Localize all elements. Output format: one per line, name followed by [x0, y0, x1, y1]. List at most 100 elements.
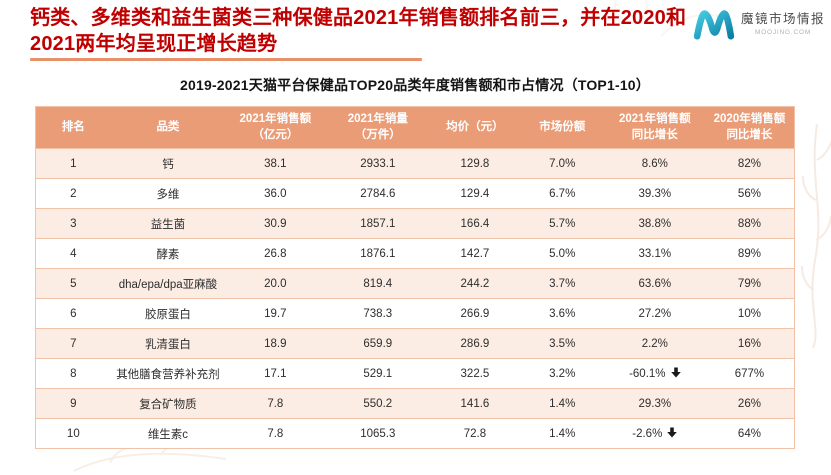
sales-ranking-table: 排名 品类 2021年销售额 （亿元） 2021年销量 （万件） 均价（元） 市…: [35, 106, 795, 450]
down-arrow-icon: [667, 427, 678, 441]
cell-avg-price: 129.8: [430, 148, 520, 179]
cell-category: 钙: [110, 148, 226, 179]
cell-rank: 5: [35, 268, 111, 299]
col-header-sales-2021: 2021年销售额 （亿元）: [225, 106, 326, 149]
cell-volume-2021: 550.2: [325, 388, 431, 419]
cell-volume-2021: 738.3: [325, 298, 431, 329]
cell-sales-2021: 20.0: [225, 268, 326, 299]
cell-sales-2021: 19.7: [225, 298, 326, 329]
cell-volume-2021: 1876.1: [325, 238, 431, 269]
cell-avg-price: 142.7: [430, 238, 520, 269]
cell-yoy-2020: 88%: [704, 208, 795, 239]
cell-category: 益生菌: [110, 208, 226, 239]
page-title: 钙类、多维类和益生菌类三种保健品2021年销售额排名前三，并在2020和2021…: [30, 7, 687, 55]
cell-market-share: 6.7%: [519, 178, 605, 209]
table-row: 10 维生素c 7.8 1065.3 72.8 1.4% -2.6% 64%: [35, 418, 795, 449]
cell-yoy-2021: 38.8%: [604, 208, 705, 239]
cell-sales-2021: 7.8: [225, 388, 326, 419]
cell-market-share: 1.4%: [519, 388, 605, 419]
table-row: 2 多维 36.0 2784.6 129.4 6.7% 39.3% 56%: [35, 178, 795, 209]
cell-yoy-2021: 39.3%: [604, 178, 705, 209]
cell-yoy-2020: 10%: [704, 298, 795, 329]
cell-avg-price: 141.6: [430, 388, 520, 419]
cell-market-share: 3.5%: [519, 328, 605, 359]
cell-category: dha/epa/dpa亚麻酸: [110, 268, 226, 299]
cell-yoy-2020: 26%: [704, 388, 795, 419]
table-row: 6 胶原蛋白 19.7 738.3 266.9 3.6% 27.2% 10%: [35, 298, 795, 329]
cell-yoy-2020: 677%: [704, 358, 795, 389]
cell-market-share: 7.0%: [519, 148, 605, 179]
cell-sales-2021: 7.8: [225, 418, 326, 449]
cell-category: 乳清蛋白: [110, 328, 226, 359]
cell-sales-2021: 36.0: [225, 178, 326, 209]
cell-yoy-2021: -2.6%: [604, 418, 705, 449]
cell-avg-price: 244.2: [430, 268, 520, 299]
cell-rank: 1: [35, 148, 111, 179]
cell-sales-2021: 18.9: [225, 328, 326, 359]
cell-avg-price: 129.4: [430, 178, 520, 209]
cell-rank: 4: [35, 238, 111, 269]
cell-avg-price: 166.4: [430, 208, 520, 239]
col-header-category: 品类: [110, 106, 226, 149]
cell-rank: 7: [35, 328, 111, 359]
cell-yoy-2021: 63.6%: [604, 268, 705, 299]
cell-yoy-2021: 33.1%: [604, 238, 705, 269]
col-header-avg-price: 均价（元）: [430, 106, 520, 149]
col-header-volume-2021: 2021年销量 （万件）: [325, 106, 431, 149]
cell-category: 酵素: [110, 238, 226, 269]
cell-rank: 10: [35, 418, 111, 449]
cell-category: 胶原蛋白: [110, 298, 226, 329]
table-title: 2019-2021天猫平台保健品TOP20品类年度销售额和市占情况（TOP1-1…: [180, 77, 650, 93]
cell-volume-2021: 1857.1: [325, 208, 431, 239]
cell-yoy-2021: 2.2%: [604, 328, 705, 359]
cell-avg-price: 286.9: [430, 328, 520, 359]
cell-volume-2021: 529.1: [325, 358, 431, 389]
table-row: 7 乳清蛋白 18.9 659.9 286.9 3.5% 2.2% 16%: [35, 328, 795, 359]
cell-market-share: 3.2%: [519, 358, 605, 389]
cell-category: 其他膳食营养补充剂: [110, 358, 226, 389]
cell-volume-2021: 2784.6: [325, 178, 431, 209]
cell-yoy-2020: 56%: [704, 178, 795, 209]
col-header-rank: 排名: [35, 106, 111, 149]
cell-yoy-2021: -60.1%: [604, 358, 705, 389]
cell-rank: 3: [35, 208, 111, 239]
decorative-floral-pattern: [795, 120, 831, 350]
brand-domain: MOOJING.COM: [754, 28, 812, 36]
table-row: 5 dha/epa/dpa亚麻酸 20.0 819.4 244.2 3.7% 6…: [35, 268, 795, 299]
yoy-value: -2.6%: [632, 427, 663, 440]
cell-yoy-2020: 89%: [704, 238, 795, 269]
cell-category: 维生素c: [110, 418, 226, 449]
cell-volume-2021: 2933.1: [325, 148, 431, 179]
table-row: 8 其他膳食营养补充剂 17.1 529.1 322.5 3.2% -60.1%…: [35, 358, 795, 389]
table-header-row: 排名 品类 2021年销售额 （亿元） 2021年销量 （万件） 均价（元） 市…: [35, 106, 795, 149]
title-underline: [30, 58, 422, 61]
cell-volume-2021: 819.4: [325, 268, 431, 299]
table-row: 4 酵素 26.8 1876.1 142.7 5.0% 33.1% 89%: [35, 238, 795, 269]
cell-avg-price: 322.5: [430, 358, 520, 389]
cell-category: 复合矿物质: [110, 388, 226, 419]
cell-volume-2021: 1065.3: [325, 418, 431, 449]
cell-market-share: 3.7%: [519, 268, 605, 299]
cell-market-share: 3.6%: [519, 298, 605, 329]
table-row: 1 钙 38.1 2933.1 129.8 7.0% 8.6% 82%: [35, 148, 795, 179]
brand-name: 魔镜市场情报: [740, 12, 825, 27]
col-header-yoy-2021: 2021年销售额 同比增长: [604, 106, 705, 149]
brand-text: 魔镜市场情报 MOOJING.COM: [740, 12, 825, 36]
cell-avg-price: 72.8: [430, 418, 520, 449]
cell-rank: 2: [35, 178, 111, 209]
cell-yoy-2020: 64%: [704, 418, 795, 449]
cell-yoy-2021: 8.6%: [604, 148, 705, 179]
cell-rank: 6: [35, 298, 111, 329]
cell-category: 多维: [110, 178, 226, 209]
col-header-market-share: 市场份额: [519, 106, 605, 149]
cell-market-share: 5.0%: [519, 238, 605, 269]
cell-yoy-2020: 16%: [704, 328, 795, 359]
table-row: 3 益生菌 30.9 1857.1 166.4 5.7% 38.8% 88%: [35, 208, 795, 239]
cell-sales-2021: 30.9: [225, 208, 326, 239]
cell-yoy-2021: 27.2%: [604, 298, 705, 329]
table-row: 9 复合矿物质 7.8 550.2 141.6 1.4% 29.3% 26%: [35, 388, 795, 419]
cell-market-share: 1.4%: [519, 418, 605, 449]
cell-sales-2021: 17.1: [225, 358, 326, 389]
cell-volume-2021: 659.9: [325, 328, 431, 359]
brand-logo: 魔镜市场情报 MOOJING.COM: [692, 7, 825, 42]
